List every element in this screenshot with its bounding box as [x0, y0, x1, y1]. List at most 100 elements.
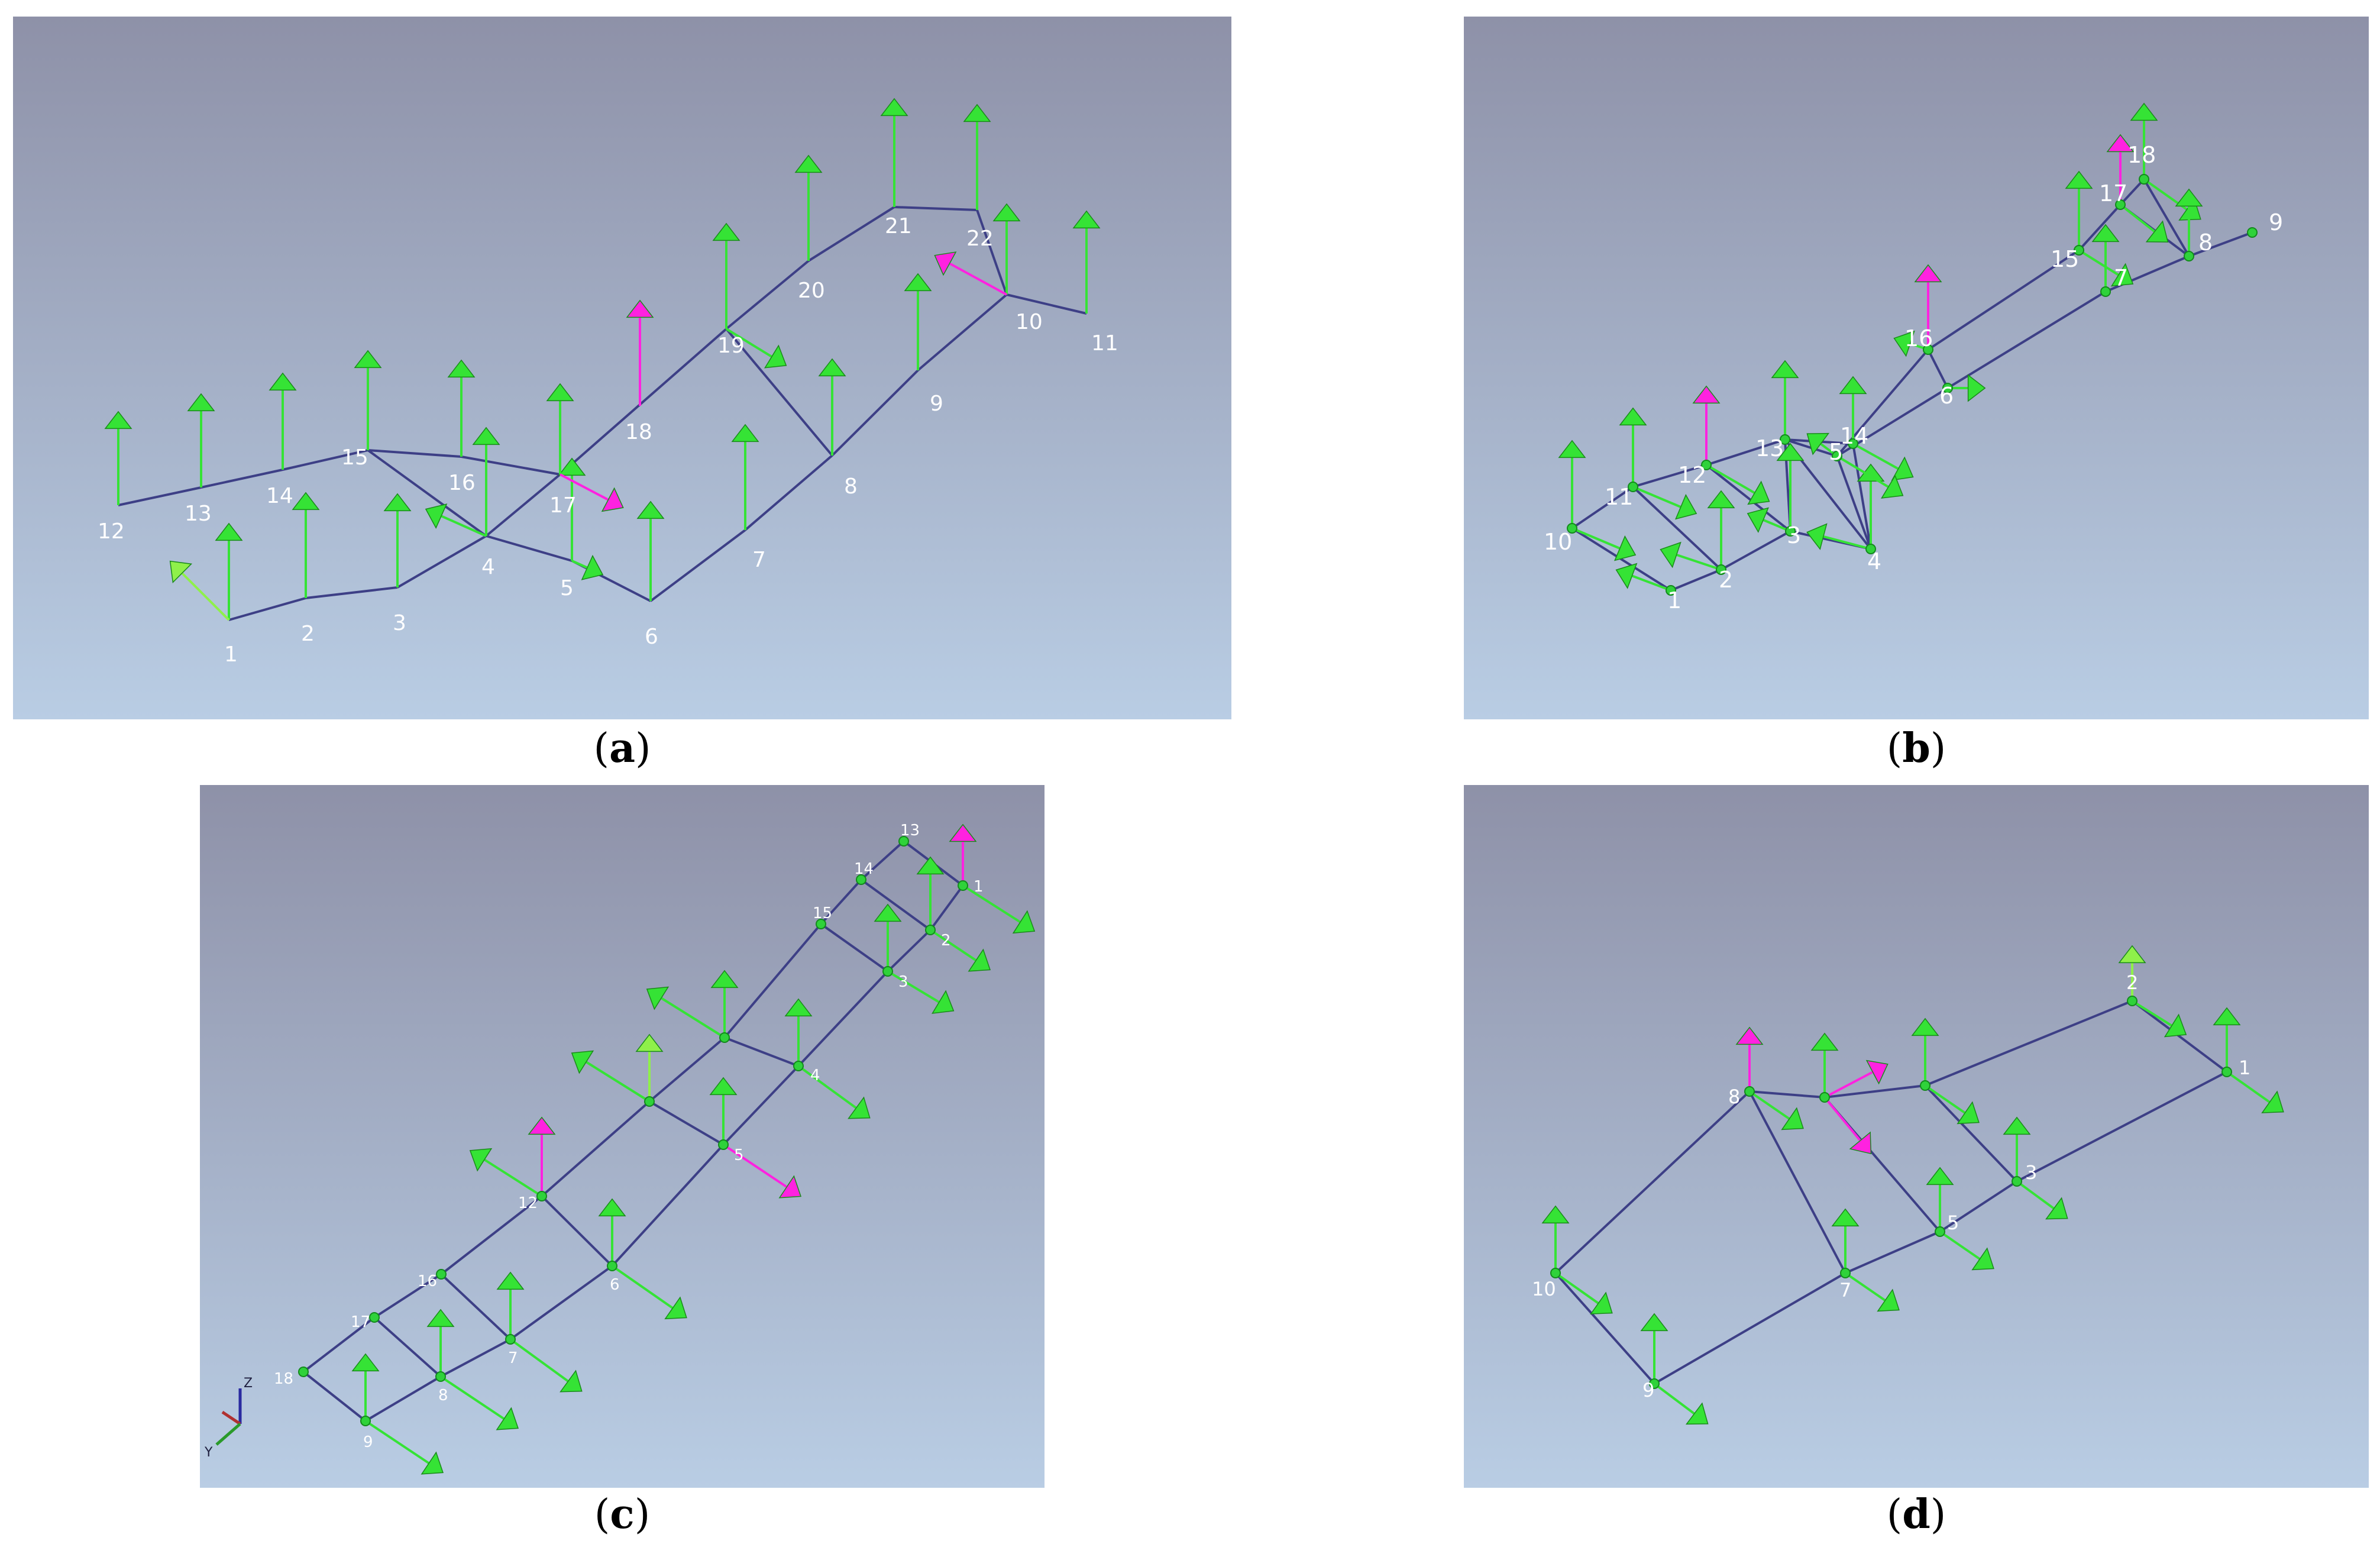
node-15	[2074, 245, 2084, 256]
load-arrow-5-7	[571, 554, 604, 580]
load-arrow-8-29	[2175, 188, 2203, 256]
load-arrow-7-28	[2091, 224, 2120, 292]
node-label-5: 5	[734, 1146, 744, 1164]
load-arrow-4-5	[425, 503, 487, 537]
load-arrow-12-15	[104, 411, 132, 505]
load-arrow-2-1	[1707, 490, 1735, 570]
node-label-3: 3	[393, 611, 406, 635]
load-arrow-15-18	[354, 350, 382, 450]
node-label-13: 13	[1755, 435, 1784, 461]
member-6-7	[649, 529, 746, 602]
panel-a-viewport: 1 2 3 4 5 6 7 8 9 10 11 12 13 14 15 16 17 18 19 20 21 22	[13, 17, 1231, 719]
load-arrow-12-13	[1705, 464, 1770, 505]
node-label-6: 6	[1939, 383, 1954, 409]
member-2-3	[887, 929, 932, 973]
load-arrow-10-8	[1558, 440, 1586, 528]
member-12-3	[1705, 464, 1792, 532]
load-arrow-1-1	[169, 560, 230, 621]
load-arrow-8-10	[818, 358, 846, 456]
load-arrow-6-11	[611, 1265, 687, 1320]
xyz-axis-triad-icon: ZY	[204, 1376, 253, 1460]
load-arrow-5-6	[1926, 1167, 1954, 1232]
member-15-16	[367, 449, 462, 458]
member-10-1	[1571, 527, 1672, 592]
member-12-6	[541, 1195, 613, 1267]
node-label-2: 2	[2126, 971, 2138, 994]
member-7-9	[1653, 1272, 1847, 1385]
node-label-1: 1	[974, 878, 984, 896]
member-21-22	[894, 206, 978, 211]
load-arrow-8-16	[1748, 1090, 1804, 1130]
load-arrow-17-25	[2119, 203, 2169, 243]
member-7-8	[744, 454, 833, 531]
load-arrow-1-3	[1615, 563, 1671, 592]
member-7-8	[440, 1338, 511, 1378]
node-18	[2139, 174, 2149, 185]
member-10-11	[648, 1036, 726, 1103]
node-1	[1666, 585, 1676, 596]
member-16-6	[1927, 349, 1949, 389]
node-9	[2247, 227, 2258, 238]
load-arrow-12-12	[1692, 385, 1721, 465]
member-14-2	[860, 878, 932, 931]
member-18-8	[2143, 178, 2190, 257]
node-label-8: 8	[844, 474, 858, 499]
node-8	[2184, 251, 2194, 261]
node-label-15: 15	[813, 905, 832, 922]
node-1	[958, 880, 968, 891]
load-arrow-2-2	[292, 492, 320, 598]
node-6	[607, 1261, 617, 1271]
member-5-6	[611, 1143, 725, 1267]
node-5	[1832, 451, 1842, 461]
member-5-7	[1845, 1230, 1941, 1274]
load-arrow-11-21	[571, 1050, 651, 1103]
node-14	[1848, 438, 1858, 449]
member-6-7	[1946, 290, 2107, 389]
member-3-5	[1939, 1180, 2018, 1233]
member-14-4	[1852, 443, 1872, 550]
member-4-5	[486, 535, 573, 562]
node-label-4: 4	[1867, 548, 1881, 574]
node-12	[1701, 460, 1712, 470]
node-label-9: 9	[2269, 209, 2283, 235]
node-label-10: 10	[1544, 529, 1572, 555]
load-arrow-6-10	[598, 1198, 626, 1266]
node-7	[505, 1334, 516, 1345]
node-9	[1649, 1378, 1660, 1389]
member-3-4	[396, 535, 487, 589]
load-arrow-8-15	[1735, 1026, 1764, 1091]
node-label-14: 14	[854, 860, 874, 878]
member-15-17	[2078, 203, 2122, 251]
load-arrow-1-0	[949, 823, 977, 886]
member-8-6	[1749, 1090, 1825, 1099]
member-1-2	[1670, 568, 1722, 592]
load-arrow-4-11	[1924, 1084, 1980, 1125]
member-20-21	[807, 206, 895, 262]
node-label-17: 17	[549, 493, 577, 518]
load-arrow-6-14	[1823, 1096, 1872, 1155]
member-6-7	[509, 1265, 613, 1340]
node-label-1: 1	[2239, 1057, 2250, 1079]
viewport-background	[1464, 17, 2369, 719]
node-2	[925, 925, 936, 935]
load-arrow-4-7	[797, 1065, 871, 1119]
member-19-8	[725, 328, 833, 457]
node-label-7: 7	[508, 1349, 518, 1367]
node-5	[718, 1139, 729, 1150]
caption-b: (b)	[1886, 725, 1946, 772]
member-22-10	[976, 209, 1008, 295]
load-arrow-2-0	[2118, 945, 2146, 1001]
load-arrow-6-8	[636, 500, 665, 601]
member-11-12	[1632, 464, 1707, 488]
node-label-14: 14	[266, 484, 293, 508]
node-label-7: 7	[2114, 265, 2128, 291]
node-label-9: 9	[930, 392, 943, 416]
member-6-4	[1824, 1084, 1926, 1099]
load-arrow-17-21	[560, 473, 624, 512]
load-arrow-13-16	[187, 393, 215, 487]
load-arrow-10-12	[992, 203, 1021, 295]
node-label-22: 22	[966, 227, 994, 251]
load-arrow-8-15	[439, 1375, 519, 1430]
